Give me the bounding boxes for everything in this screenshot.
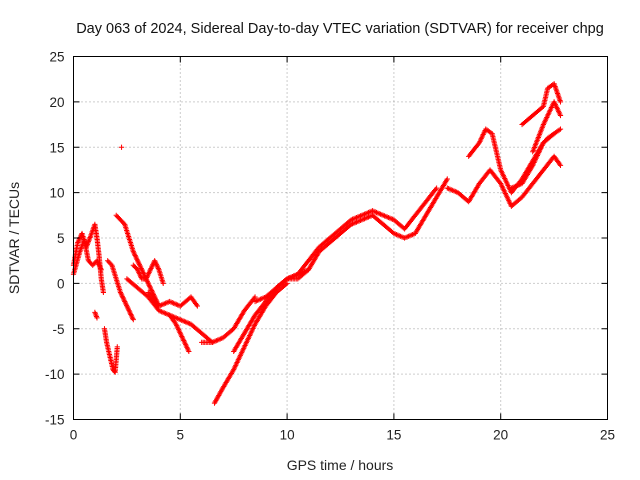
- x-tick-label: 10: [280, 428, 295, 443]
- series-outlier: [118, 144, 125, 150]
- data-point: [114, 344, 120, 350]
- data-point: [186, 348, 192, 355]
- data-point: [108, 261, 114, 267]
- y-tick-label: 5: [57, 231, 65, 246]
- series-track-j: [167, 312, 192, 355]
- series-track-d: [101, 326, 120, 375]
- series-track-i: [145, 289, 200, 309]
- series-track-c: [92, 309, 100, 321]
- data-point: [557, 112, 564, 119]
- data-point: [434, 185, 440, 191]
- x-tick-label: 5: [177, 428, 185, 443]
- data-point: [130, 317, 136, 323]
- data-points: [70, 81, 564, 406]
- data-point: [98, 267, 104, 273]
- data-point: [194, 303, 200, 309]
- series-track-b: [70, 237, 104, 277]
- data-point: [100, 289, 106, 296]
- y-tick-label: 15: [49, 140, 64, 155]
- y-axis-label: SDTVAR / TECUs: [6, 182, 22, 294]
- y-tick-label: 10: [49, 186, 64, 201]
- grid: [73, 56, 608, 420]
- series-track-p: [444, 153, 564, 209]
- data-point: [252, 294, 258, 300]
- data-point: [557, 126, 564, 132]
- data-point: [557, 99, 564, 105]
- series-track-s: [519, 81, 564, 128]
- y-tick-label: 20: [49, 95, 64, 110]
- series-track-o: [273, 185, 440, 291]
- x-tick-label: 20: [493, 428, 508, 443]
- x-tick-label: 0: [70, 428, 78, 443]
- data-point: [111, 368, 118, 374]
- series-track-g: [130, 258, 166, 286]
- series-track-h: [124, 276, 215, 345]
- chart-title: Day 063 of 2024, Sidereal Day-to-day VTE…: [76, 21, 604, 37]
- data-point: [121, 220, 127, 226]
- x-tick-label: 15: [386, 428, 401, 443]
- series-track-r: [508, 126, 564, 191]
- series-track-e: [105, 258, 136, 323]
- data-point: [284, 280, 290, 286]
- y-tick-label: -5: [52, 322, 64, 337]
- data-point: [557, 162, 564, 168]
- y-tick-label: 0: [57, 276, 65, 291]
- data-point: [160, 280, 166, 286]
- data-point: [283, 281, 289, 287]
- y-tick-label: -15: [45, 413, 65, 428]
- data-point: [118, 144, 125, 150]
- data-point: [444, 176, 450, 182]
- x-axis-label: GPS time / hours: [287, 457, 394, 473]
- y-tick-label: 25: [49, 50, 64, 65]
- y-tick-label: -10: [45, 367, 65, 382]
- x-tick-label: 25: [600, 428, 615, 443]
- axis-ticks: 0 5 10 15 20 25 -15 -10 -5 0 5 10 15 20 25: [45, 50, 615, 443]
- series-track-t: [530, 99, 564, 155]
- data-point: [94, 315, 100, 321]
